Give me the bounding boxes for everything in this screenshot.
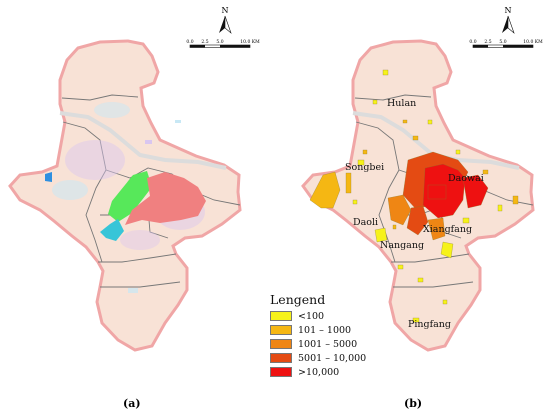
place-label-hulan: Hulan bbox=[387, 98, 416, 109]
land-use-patches-a bbox=[45, 102, 206, 293]
legend-item: <100 bbox=[270, 309, 420, 323]
panel-label-b: (b) bbox=[404, 397, 423, 410]
scale-tick-a-1: 2.5 bbox=[201, 39, 208, 45]
place-label-xiangfang: Xiangfang bbox=[423, 224, 472, 235]
scale-tick-a-0: 0.0 bbox=[186, 39, 193, 45]
north-label-b: N bbox=[505, 6, 512, 15]
place-labels-b: Hulan Songbei Daowai Daoli Xiangfang Nan… bbox=[345, 98, 484, 330]
place-label-pingfang: Pingfang bbox=[408, 319, 451, 330]
scale-tick-a-2: 5.0 bbox=[216, 39, 223, 45]
legend-title: Lengend bbox=[270, 292, 326, 307]
map-b: Hulan Songbei Daowai Daoli Xiangfang Nan… bbox=[301, 6, 543, 352]
legend-label-1: 101 – 1000 bbox=[298, 324, 352, 336]
legend-item: 101 – 1000 bbox=[270, 323, 420, 337]
legend-swatch-2 bbox=[270, 339, 292, 349]
place-label-songbei: Songbei bbox=[345, 162, 384, 173]
river-b bbox=[352, 111, 520, 170]
map-a: N 0.0 2.5 5.0 10.0 KM bbox=[8, 6, 260, 352]
north-label-a: N bbox=[222, 6, 229, 15]
legend-item: >10,000 bbox=[270, 365, 420, 379]
scale-tick-b-3: 10.0 KM bbox=[523, 39, 543, 45]
density-patches-b bbox=[309, 69, 519, 323]
legend-swatch-4 bbox=[270, 367, 292, 377]
place-label-daoli: Daoli bbox=[353, 217, 378, 228]
legend-label-0: <100 bbox=[298, 310, 325, 322]
legend-swatch-0 bbox=[270, 311, 292, 321]
north-arrow-b: N bbox=[502, 6, 515, 34]
scale-tick-b-0: 0.0 bbox=[469, 39, 476, 45]
legend-swatch-1 bbox=[270, 325, 292, 335]
legend-label-2: 1001 – 5000 bbox=[298, 338, 358, 350]
scale-bar-b: 0.0 2.5 5.0 10.0 KM bbox=[469, 39, 543, 48]
legend: Lengend <100 101 – 1000 1001 – 5000 5001… bbox=[270, 293, 420, 379]
legend-label-3: 5001 – 10,000 bbox=[298, 352, 367, 364]
scale-bar-a: 0.0 2.5 5.0 10.0 KM bbox=[186, 39, 260, 48]
river-a bbox=[59, 111, 227, 170]
panel-label-a: (a) bbox=[123, 397, 141, 410]
scale-tick-b-1: 2.5 bbox=[484, 39, 491, 45]
legend-item: 1001 – 5000 bbox=[270, 337, 420, 351]
legend-item: 5001 – 10,000 bbox=[270, 351, 420, 365]
legend-label-4: >10,000 bbox=[298, 366, 340, 378]
place-label-daowai: Daowai bbox=[448, 173, 484, 184]
scale-tick-b-2: 5.0 bbox=[499, 39, 506, 45]
scale-tick-a-3: 10.0 KM bbox=[240, 39, 260, 45]
north-arrow-a: N bbox=[219, 6, 232, 34]
legend-swatch-3 bbox=[270, 353, 292, 363]
place-label-nangang: Nangang bbox=[380, 240, 424, 251]
